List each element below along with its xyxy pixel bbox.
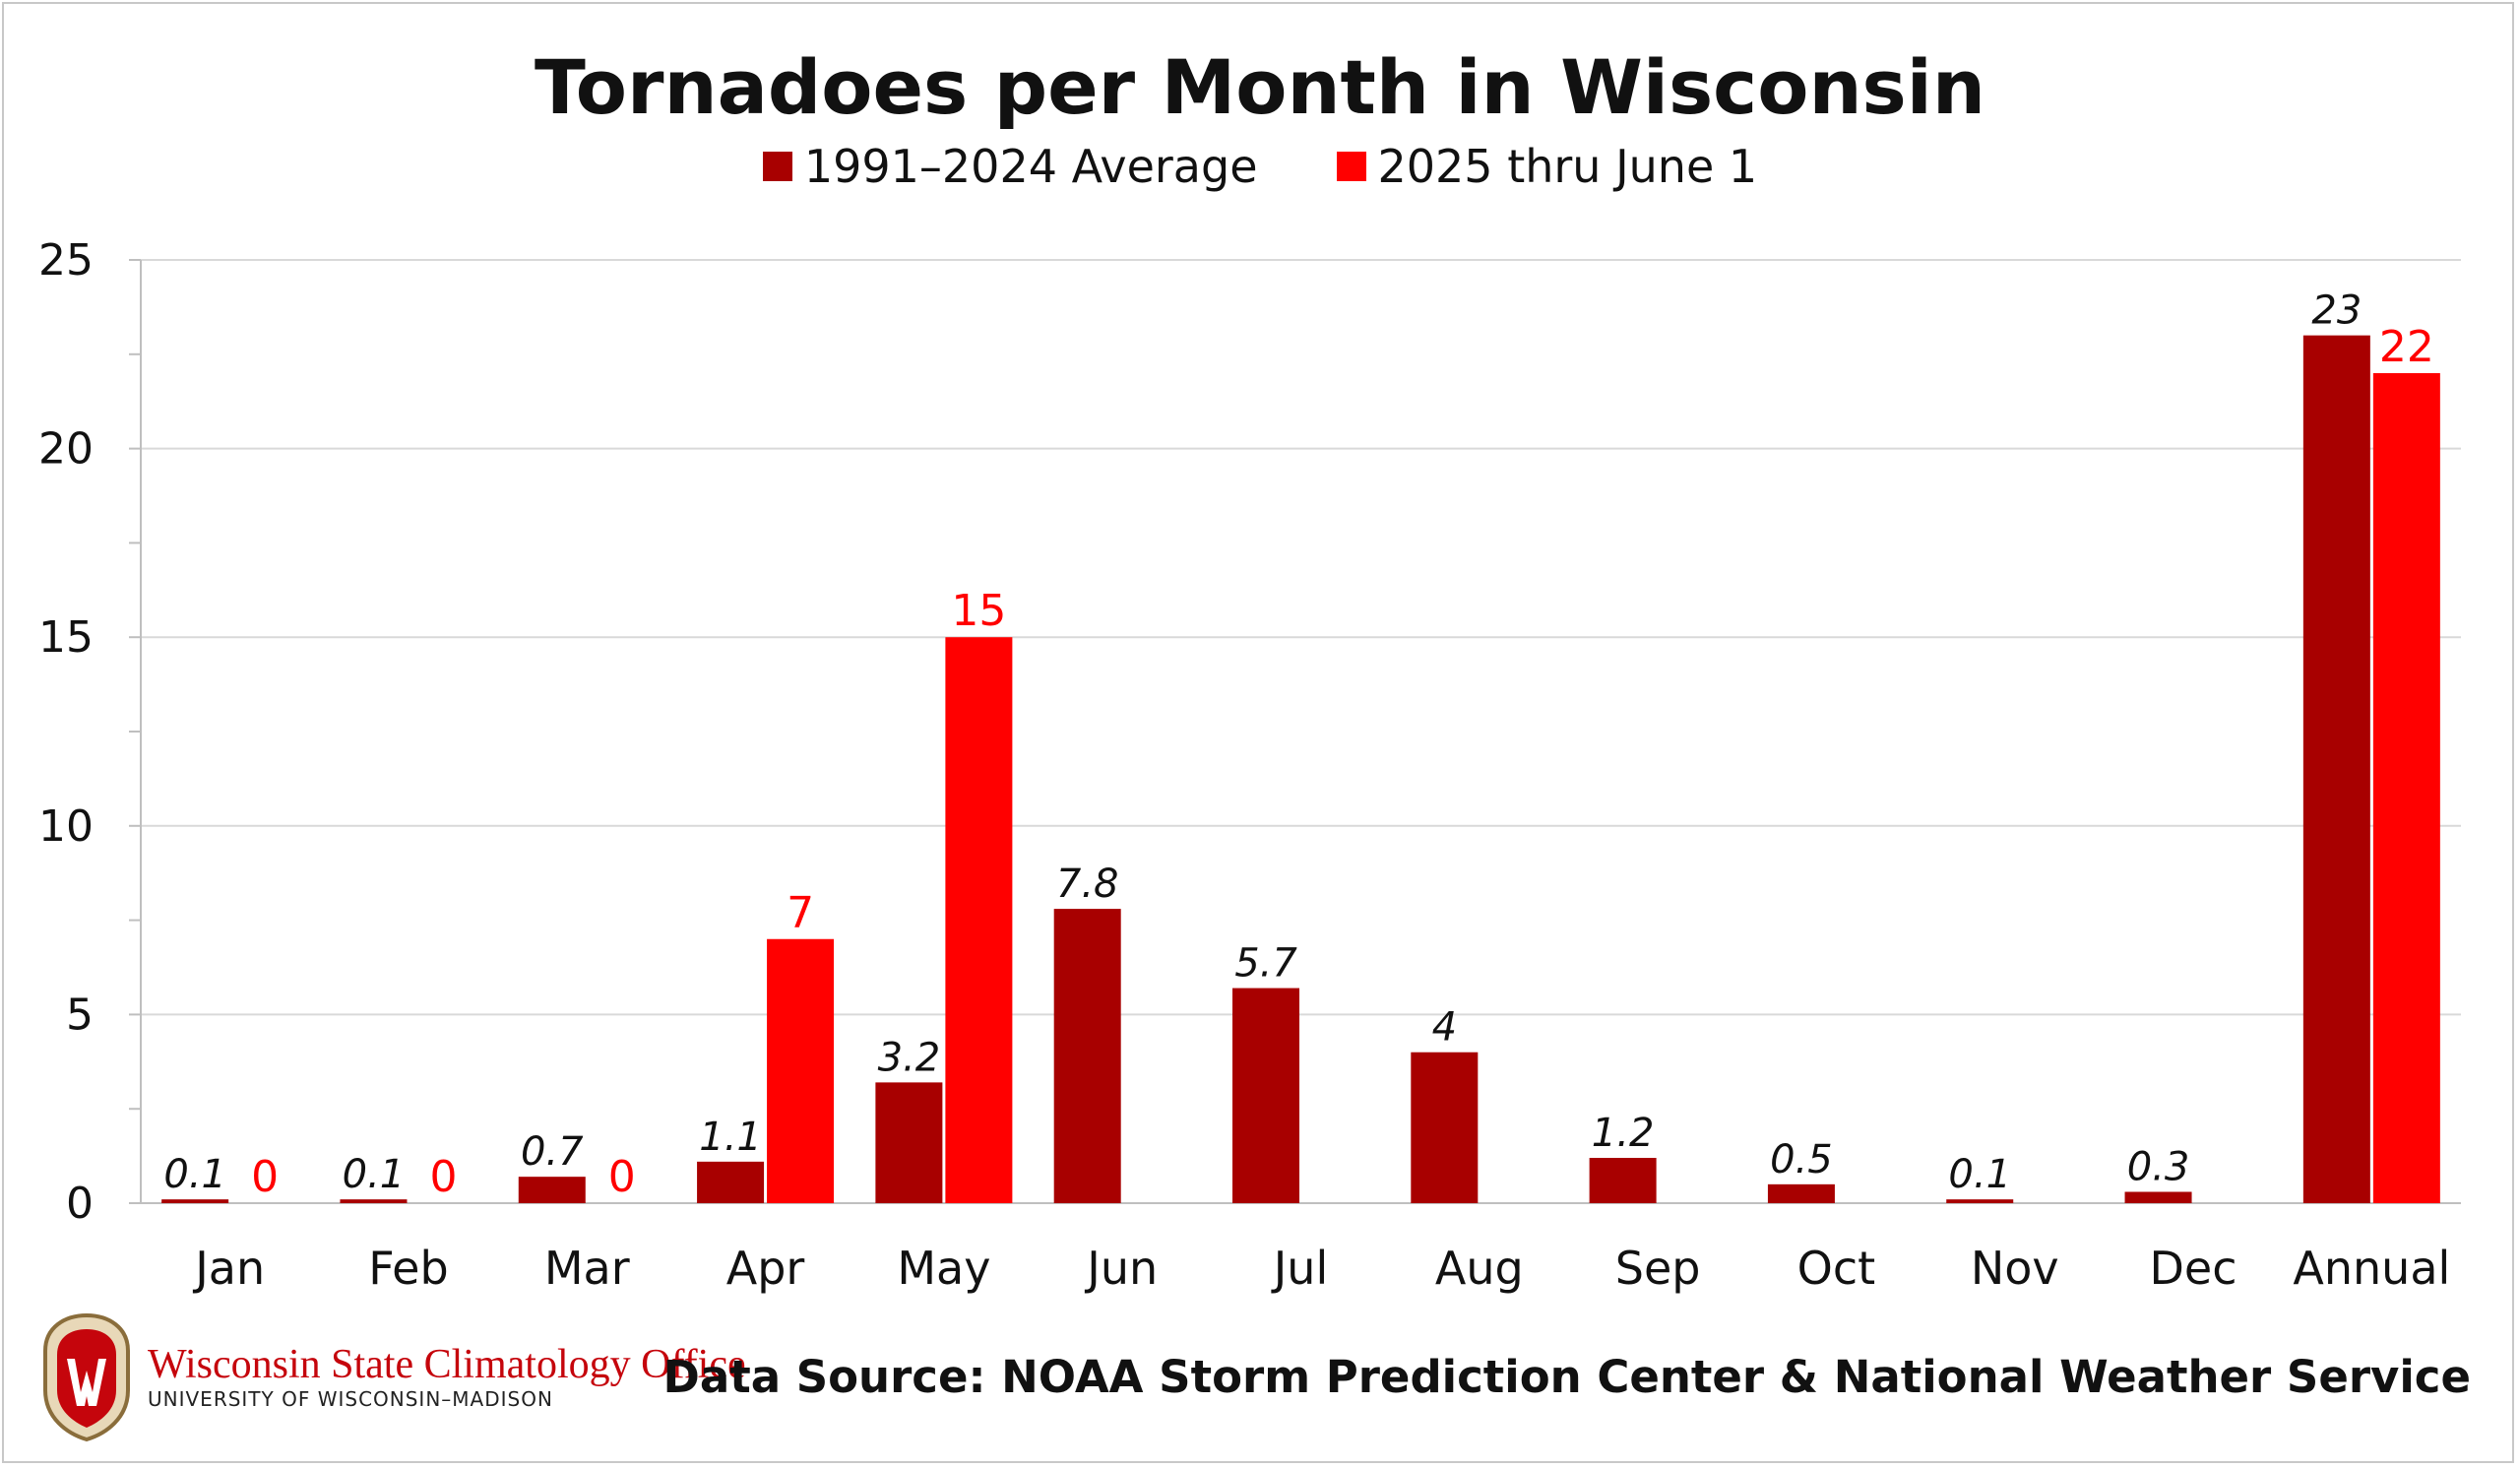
y-tick-label: 25 xyxy=(38,235,94,286)
data-label-current: 22 xyxy=(2379,322,2434,372)
bar-average xyxy=(518,1177,586,1203)
data-label-average: 7.8 xyxy=(1056,862,1119,907)
x-tick-label: Jan xyxy=(192,1242,265,1295)
org-logo-block: Wisconsin State Climatology Office UNIVE… xyxy=(39,1311,746,1441)
x-tick-label: Apr xyxy=(726,1242,805,1295)
data-label-average: 4 xyxy=(1432,1005,1457,1051)
legend-swatch-average xyxy=(762,152,792,181)
x-tick-label: Jun xyxy=(1084,1242,1158,1295)
org-subtitle: UNIVERSITY OF WISCONSIN–MADISON xyxy=(148,1387,553,1412)
data-label-current: 7 xyxy=(787,888,814,938)
data-label-current: 0 xyxy=(608,1152,636,1202)
bar-current xyxy=(2372,372,2440,1204)
x-tick-label: Sep xyxy=(1615,1242,1701,1295)
chart-title: Tornadoes per Month in Wisconsin xyxy=(535,43,1985,131)
data-label-average: 0.1 xyxy=(343,1152,406,1197)
bar-average xyxy=(340,1199,408,1203)
x-tick-label: Oct xyxy=(1797,1242,1876,1295)
bar-average xyxy=(2302,335,2370,1203)
bar-average xyxy=(697,1161,765,1203)
data-label-average: 0.3 xyxy=(2127,1145,2190,1190)
data-label-average: 1.1 xyxy=(699,1115,762,1160)
data-label-average: 0.7 xyxy=(521,1129,584,1175)
data-label-average: 3.2 xyxy=(878,1035,941,1080)
x-tick-label: Aug xyxy=(1435,1242,1524,1295)
x-tick-label: Mar xyxy=(544,1242,630,1295)
x-tick-label: Jul xyxy=(1271,1242,1329,1295)
data-label-average: 1.2 xyxy=(1592,1111,1655,1156)
bar-average xyxy=(1946,1199,2014,1203)
bar-average xyxy=(1767,1183,1835,1203)
legend-swatch-current xyxy=(1336,152,1366,181)
data-label-average: 23 xyxy=(2311,288,2362,334)
data-label-average: 0.5 xyxy=(1770,1137,1833,1182)
bar-average xyxy=(1589,1158,1657,1203)
chart-legend: 1991–2024 Average 2025 thru June 1 xyxy=(0,140,2520,193)
y-tick-label: 5 xyxy=(66,990,94,1040)
bar-current xyxy=(767,938,835,1203)
bar-average xyxy=(1411,1052,1479,1203)
bar-average xyxy=(875,1082,943,1203)
data-label-current: 15 xyxy=(951,586,1006,636)
x-tick-label: May xyxy=(897,1242,990,1295)
y-tick-label: 10 xyxy=(38,801,94,852)
legend-label-current: 2025 thru June 1 xyxy=(1377,140,1758,193)
legend-item-current: 2025 thru June 1 xyxy=(1336,140,1758,193)
org-name: Wisconsin State Climatology Office xyxy=(148,1341,746,1387)
org-text-block: Wisconsin State Climatology Office UNIVE… xyxy=(148,1342,746,1411)
legend-label-average: 1991–2024 Average xyxy=(803,140,1258,193)
x-tick-label: Annual xyxy=(2293,1242,2450,1295)
bar-average xyxy=(2124,1191,2192,1203)
data-label-average: 0.1 xyxy=(1948,1152,2011,1197)
data-label-current: 0 xyxy=(251,1152,279,1202)
x-tick-label: Nov xyxy=(1971,1242,2059,1295)
y-tick-label: 0 xyxy=(66,1179,94,1229)
y-tick-label: 20 xyxy=(38,424,94,475)
bar-average xyxy=(1053,909,1121,1203)
data-label-current: 0 xyxy=(429,1152,457,1202)
x-tick-label: Dec xyxy=(2150,1242,2237,1295)
bar-average xyxy=(1232,988,1299,1203)
y-tick-label: 15 xyxy=(38,612,94,663)
x-tick-label: Feb xyxy=(368,1242,448,1295)
data-label-average: 5.7 xyxy=(1234,941,1297,987)
data-label-average: 0.1 xyxy=(163,1152,226,1197)
bar-current xyxy=(945,637,1013,1203)
legend-item-average: 1991–2024 Average xyxy=(762,140,1258,193)
data-source-note: Data Source: NOAA Storm Prediction Cente… xyxy=(662,1351,2471,1403)
bar-average xyxy=(161,1199,229,1203)
uw-crest-icon xyxy=(43,1312,130,1441)
